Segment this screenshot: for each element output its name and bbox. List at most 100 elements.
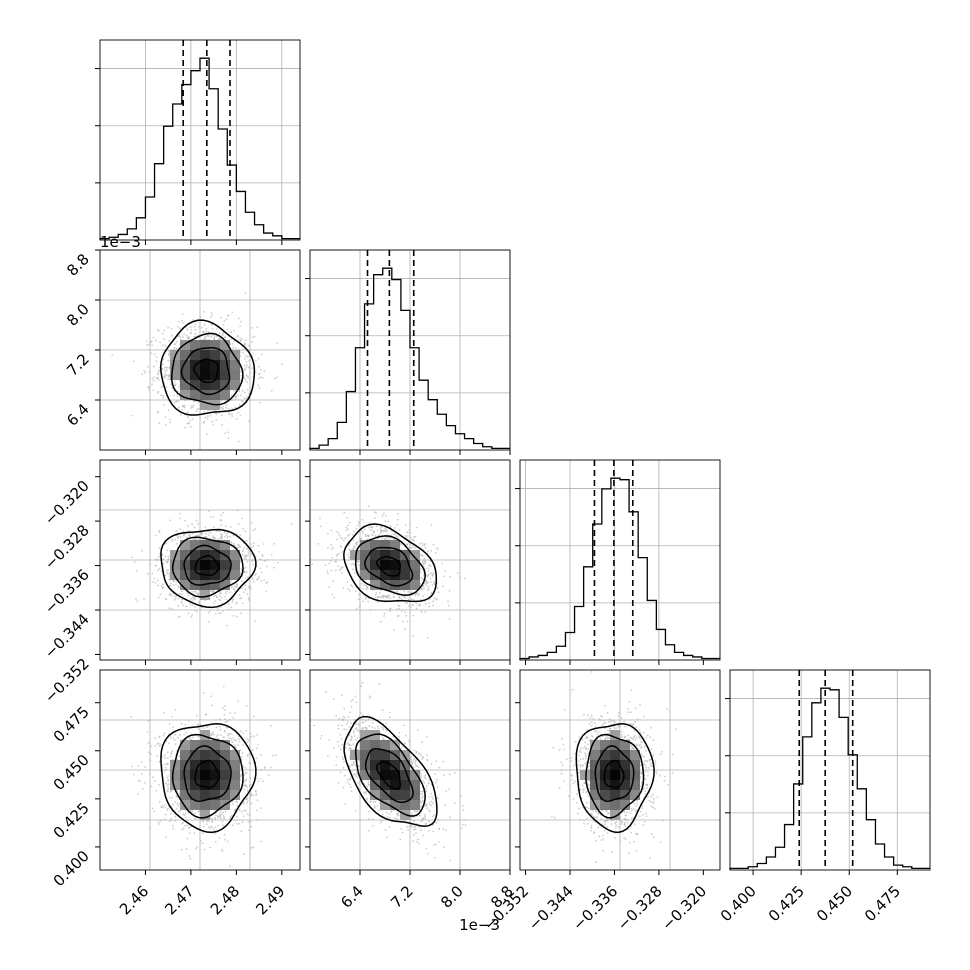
- sample-point: [210, 311, 213, 314]
- sample-point: [171, 538, 174, 541]
- sample-point: [209, 610, 212, 612]
- sample-point: [270, 389, 273, 392]
- sample-point: [243, 801, 245, 804]
- sample-point: [157, 569, 159, 572]
- sample-point: [137, 793, 139, 796]
- sample-point: [432, 604, 434, 607]
- sample-point: [245, 364, 248, 366]
- sample-point: [225, 318, 228, 320]
- sample-point: [221, 407, 223, 410]
- sample-point: [167, 349, 169, 352]
- sample-point: [162, 396, 164, 399]
- sample-point: [162, 344, 165, 346]
- sample-point: [252, 580, 255, 583]
- sample-point: [244, 378, 247, 381]
- sample-point: [218, 332, 221, 334]
- sample-point: [181, 313, 184, 315]
- sample-point: [393, 527, 396, 529]
- sample-point: [383, 612, 386, 615]
- sample-point: [212, 516, 215, 518]
- sample-point: [176, 340, 178, 343]
- sample-point: [168, 607, 171, 610]
- sample-point: [215, 328, 218, 330]
- sample-point: [153, 365, 155, 368]
- sample-point: [231, 399, 233, 401]
- sample-point: [265, 590, 268, 593]
- sample-point: [226, 840, 229, 843]
- sample-point: [177, 326, 179, 328]
- sample-point: [165, 424, 167, 426]
- sample-point: [359, 604, 361, 607]
- sample-point: [169, 418, 171, 421]
- sample-point: [248, 355, 251, 357]
- sample-point: [213, 526, 216, 529]
- sample-point: [447, 600, 449, 603]
- sample-point: [167, 409, 170, 411]
- sample-point: [393, 629, 395, 631]
- sample-point: [179, 517, 181, 520]
- sample-point: [214, 412, 217, 415]
- sample-point: [179, 327, 182, 330]
- sample-point: [232, 542, 235, 545]
- sample-point: [254, 620, 257, 623]
- sample-point: [237, 440, 240, 443]
- sample-point: [338, 534, 341, 537]
- sample-point: [203, 311, 205, 313]
- sample-point: [195, 610, 198, 612]
- sample-point: [143, 369, 146, 372]
- sample-point: [171, 387, 174, 390]
- sample-point: [343, 511, 346, 514]
- sample-point: [161, 587, 164, 590]
- sample-point: [193, 609, 196, 612]
- sample-point: [190, 616, 193, 618]
- sample-point: [245, 704, 248, 707]
- sample-point: [220, 514, 222, 517]
- sample-point: [151, 383, 154, 386]
- sample-point: [263, 579, 266, 581]
- sample-point: [259, 778, 262, 780]
- sample-point: [409, 532, 412, 534]
- sample-point: [146, 344, 149, 346]
- sample-point: [206, 433, 208, 435]
- sample-point: [219, 338, 222, 341]
- sample-point: [437, 591, 440, 594]
- sample-point: [149, 827, 151, 830]
- sample-point: [163, 711, 166, 714]
- sample-point: [375, 512, 377, 515]
- sample-point: [147, 719, 150, 722]
- sample-point: [404, 611, 406, 613]
- sample-point: [174, 538, 176, 541]
- sample-point: [169, 519, 172, 522]
- sample-point: [397, 513, 399, 515]
- sample-point: [328, 586, 330, 589]
- sample-point: [236, 615, 239, 618]
- sample-point: [162, 734, 165, 737]
- sample-point: [197, 325, 200, 328]
- sample-point: [168, 378, 171, 381]
- sample-point: [155, 558, 158, 561]
- sample-point: [158, 531, 161, 534]
- sample-point: [151, 581, 154, 583]
- sample-point: [250, 586, 253, 589]
- sample-point: [170, 465, 172, 467]
- sample-point: [160, 386, 163, 389]
- sample-point: [175, 595, 178, 597]
- sample-point: [347, 588, 349, 590]
- sample-point: [230, 331, 233, 334]
- sample-point: [245, 558, 247, 560]
- sample-point: [411, 603, 414, 606]
- sample-point: [187, 422, 189, 425]
- sample-point: [238, 594, 241, 596]
- sample-point: [151, 807, 154, 810]
- sample-point: [181, 598, 183, 601]
- sample-point: [240, 339, 242, 342]
- sample-point: [137, 779, 140, 782]
- sample-point: [341, 571, 343, 574]
- sample-point: [209, 516, 212, 518]
- sample-point: [209, 316, 212, 319]
- sample-point: [248, 599, 250, 601]
- sample-point: [424, 542, 427, 545]
- sample-point: [265, 565, 268, 568]
- sample-point: [229, 712, 231, 714]
- sample-point: [165, 598, 168, 600]
